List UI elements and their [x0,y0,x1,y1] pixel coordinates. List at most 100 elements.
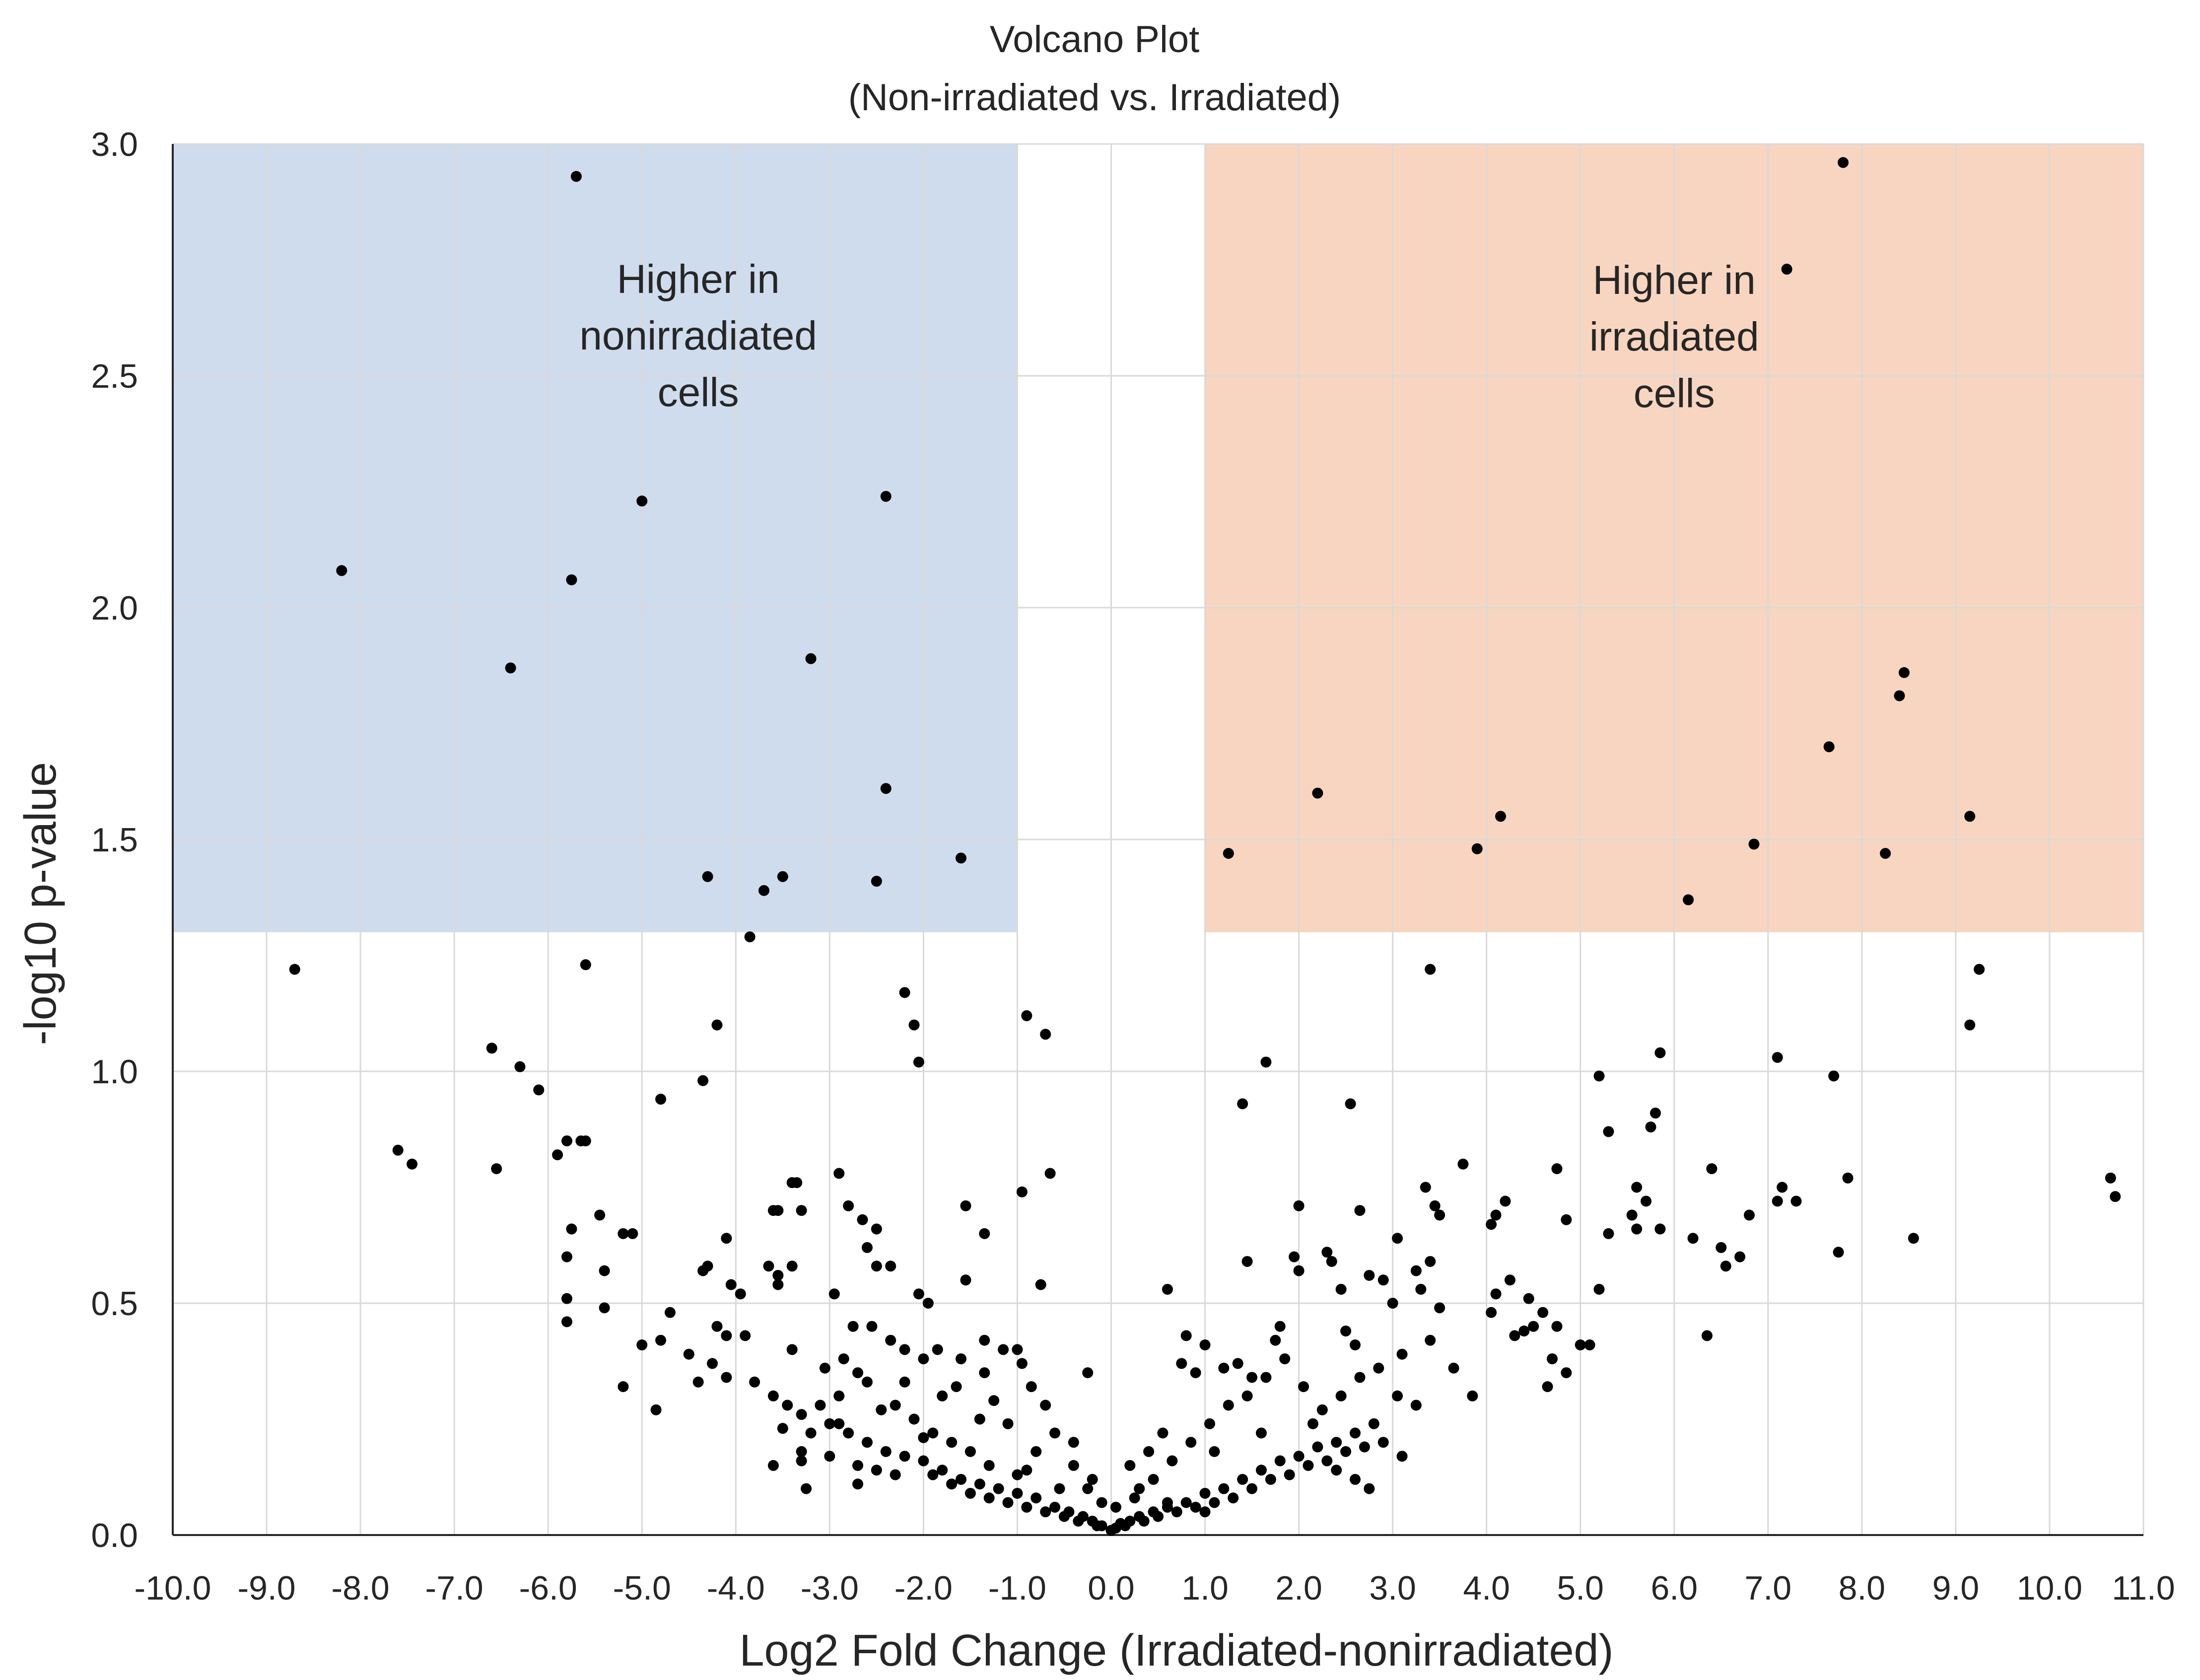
x-tick-label: 8.0 [1839,1569,1886,1607]
data-point [1701,1330,1713,1341]
data-point [1209,1446,1220,1457]
data-point [1706,1163,1718,1175]
data-point [744,931,756,943]
data-point [1049,1427,1061,1439]
data-point [1331,1465,1342,1476]
data-point [1237,1098,1248,1110]
data-point [871,876,882,887]
data-point [735,1288,746,1300]
data-point [1392,1233,1403,1244]
data-point [1040,1029,1051,1040]
data-point [1354,1372,1366,1383]
data-point [946,1437,958,1448]
data-point [1199,1506,1211,1518]
data-point [1396,1348,1408,1360]
data-point [1171,1506,1182,1518]
data-point [1838,157,1849,168]
data-point [1129,1492,1140,1504]
data-point [594,1209,606,1221]
data-point [533,1084,545,1096]
data-point [1561,1367,1572,1379]
data-point [1777,1182,1788,1193]
x-tick-label: 6.0 [1650,1569,1698,1607]
region-label-line: nonirradiated [579,313,817,358]
data-point [819,1362,830,1374]
data-point [1772,1051,1783,1063]
data-point [767,1460,779,1471]
data-point [1345,1098,1356,1110]
data-point [998,1344,1009,1355]
data-point [1237,1473,1248,1485]
data-point [1833,1247,1844,1258]
data-point [964,1446,976,1457]
data-point [1073,1515,1084,1527]
data-point [707,1358,718,1369]
data-point [861,1376,873,1388]
data-point [1031,1492,1042,1504]
data-point [1246,1483,1258,1494]
data-point [979,1334,990,1346]
data-point [1162,1283,1173,1295]
data-point [1495,811,1507,822]
highlight-regions [173,144,2143,932]
data-point [1429,1200,1441,1211]
data-point [1153,1511,1164,1522]
data-point [1457,1158,1469,1170]
data-point [843,1427,854,1439]
data-point [1528,1321,1539,1332]
region-labels: Higher in nonirradiated cells Higher in irra… [579,257,1759,416]
x-tick-label: 11.0 [2112,1569,2175,1607]
data-point [871,1223,882,1235]
data-point [650,1404,662,1415]
data-point [1908,1233,1919,1244]
data-point [1274,1321,1286,1332]
data-point [1964,1019,1976,1031]
data-point [505,662,516,674]
data-point [1387,1298,1398,1309]
data-point [1289,1251,1300,1262]
data-point [899,1344,910,1355]
data-point [1551,1321,1563,1332]
data-point [960,1274,971,1286]
data-point [1486,1219,1497,1230]
data-point [1790,1195,1802,1207]
data-point [1092,1520,1103,1532]
data-point [1044,1168,1056,1179]
data-point [1490,1288,1502,1300]
data-point [655,1334,667,1346]
data-point [805,1427,817,1439]
data-point [777,871,788,882]
data-point [1223,1400,1234,1411]
data-point [1016,1186,1028,1197]
data-point [861,1242,873,1253]
data-point [1185,1437,1197,1448]
data-point [1448,1362,1459,1374]
data-point [1040,1400,1051,1411]
data-point [885,1260,896,1272]
data-point [899,1451,910,1462]
data-point [561,1293,572,1304]
data-point [937,1390,948,1401]
data-point [697,1075,709,1086]
x-tick-label: 3.0 [1369,1569,1416,1607]
region-label-line: Higher in [617,257,780,302]
data-point [857,1214,868,1225]
data-point [1434,1302,1445,1314]
data-point [1364,1269,1375,1281]
x-tick-label: -4.0 [707,1569,765,1607]
data-point [993,1483,1004,1494]
data-point [1021,1501,1032,1513]
data-point [1255,1465,1267,1476]
data-point [1326,1256,1337,1267]
data-point [852,1478,864,1490]
region-higher-nonirradiated [173,144,1018,932]
data-point [946,1478,958,1490]
data-point [1716,1242,1727,1253]
data-point [561,1316,572,1328]
data-point [711,1321,723,1332]
data-point [1199,1487,1211,1499]
data-point [1631,1182,1643,1193]
data-point [1734,1251,1746,1262]
data-point [796,1446,807,1457]
y-tick-label: 0.0 [91,1517,138,1554]
